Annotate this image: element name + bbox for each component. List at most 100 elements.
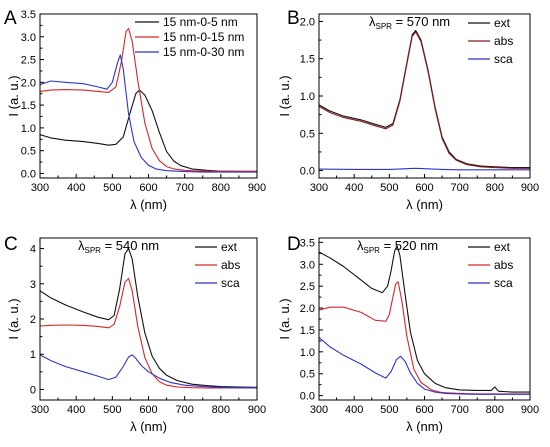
- x-tick-label: 700: [450, 182, 468, 194]
- x-tick-label: 600: [415, 404, 433, 416]
- y-tick-label: 2.5: [300, 281, 315, 293]
- y-tick-label: 0.5: [21, 146, 36, 158]
- y-tick-label: 2.0: [300, 16, 315, 28]
- series-group: [40, 248, 257, 389]
- x-tick-label: 400: [67, 404, 85, 416]
- panel-c: C 300 400 500 600 700 800 900 0 1 2 3 4 λ (nm) I (a. u…: [4, 234, 266, 434]
- series-line-abs: [319, 31, 530, 169]
- series-group: [40, 28, 257, 173]
- series-line-sca: [40, 354, 257, 389]
- y-tick-label: 1.5: [21, 100, 36, 112]
- panel-b: B 300 400 500 600 700 800 900 0.0 0.5 1.0 1.5 2.0 λ (…: [277, 8, 539, 212]
- series-line-ext: [40, 248, 257, 388]
- legend-label: 15 nm-0-5 nm: [163, 15, 238, 29]
- legend-label: sca: [221, 276, 240, 290]
- series-group: [319, 245, 530, 395]
- legend-label: ext: [494, 240, 511, 254]
- y-tick-label: 3.0: [21, 32, 36, 44]
- series-line-15-nm-0-5-nm: [40, 89, 257, 173]
- panel-letter: D: [287, 234, 301, 255]
- panel-a: A 300 400 500 600 700 800 900 0.0 0.5 1.0 1.5 2.0 2.5…: [4, 8, 266, 212]
- y-axis-title: I (a. u.): [277, 75, 292, 116]
- panel-letter: A: [4, 8, 17, 29]
- y-tick-label: 3.0: [300, 259, 315, 271]
- x-tick-label: 600: [415, 182, 433, 194]
- series-line-abs: [40, 277, 257, 389]
- y-tick-label: 0: [30, 384, 36, 396]
- x-tick-label: 900: [521, 404, 539, 416]
- x-tick-label: 400: [67, 182, 85, 194]
- spr-annotation: λSPR = 520 nm: [357, 238, 438, 255]
- legend: ext abs sca: [468, 16, 513, 66]
- y-axis-title: I (a. u.): [6, 298, 21, 339]
- panel-letter: B: [287, 8, 300, 29]
- series-line-15-nm-0-15-nm: [40, 28, 257, 172]
- series-line-sca: [319, 167, 530, 171]
- x-tick-label: 500: [103, 182, 121, 194]
- y-tick-label: 0.5: [300, 128, 315, 140]
- x-tick-label: 300: [310, 182, 328, 194]
- x-tick-label: 300: [31, 404, 49, 416]
- x-tick-label: 800: [212, 182, 230, 194]
- x-tick-label: 700: [450, 404, 468, 416]
- x-tick-label: 600: [139, 404, 157, 416]
- series-line-ext: [319, 29, 530, 169]
- x-tick-label: 700: [175, 182, 193, 194]
- y-tick-label: 3: [30, 279, 36, 291]
- y-tick-label: 4: [30, 244, 36, 256]
- x-tick-label: 600: [139, 182, 157, 194]
- x-axis-title: λ (nm): [130, 197, 167, 212]
- x-tick-label: 900: [521, 182, 539, 194]
- y-tick-label: 2.0: [21, 77, 36, 89]
- y-tick-label: 2: [30, 314, 36, 326]
- legend-label: abs: [221, 258, 240, 272]
- legend-label: sca: [494, 276, 513, 290]
- legend: ext abs sca: [468, 240, 513, 290]
- y-axis-title: I (a. u.): [277, 298, 292, 339]
- x-tick-label: 300: [31, 182, 49, 194]
- series-line-abs: [319, 281, 530, 395]
- y-axis-title: I (a. u.): [6, 75, 21, 116]
- legend-label: ext: [494, 16, 511, 30]
- y-tick-label: 3.5: [21, 9, 36, 21]
- series-group: [319, 29, 530, 171]
- legend-label: ext: [221, 240, 238, 254]
- x-tick-label: 500: [103, 404, 121, 416]
- series-line-ext: [319, 245, 530, 393]
- panel-letter: C: [4, 234, 18, 255]
- y-tick-label: 1.0: [300, 91, 315, 103]
- x-axis-title: λ (nm): [130, 419, 167, 434]
- legend-label: abs: [494, 34, 513, 48]
- x-tick-label: 800: [212, 404, 230, 416]
- x-tick-label: 300: [310, 404, 328, 416]
- x-axis-title: λ (nm): [406, 197, 443, 212]
- y-tick-label: 2.0: [300, 303, 315, 315]
- panel-d: D 300 400 500 600 700 800 900 0.0 0.5 1.0 1.5 2.0 2.5…: [277, 234, 539, 434]
- x-tick-label: 900: [248, 404, 266, 416]
- y-tick-label: 0.0: [300, 166, 315, 178]
- y-tick-label: 0.0: [300, 391, 315, 403]
- x-tick-label: 400: [345, 182, 363, 194]
- y-tick-label: 1.0: [300, 347, 315, 359]
- x-axis-title: λ (nm): [406, 419, 443, 434]
- y-tick-label: 1: [30, 349, 36, 361]
- y-tick-label: 1.0: [21, 123, 36, 135]
- legend-label: abs: [494, 258, 513, 272]
- y-tick-label: 3.5: [300, 237, 315, 249]
- x-tick-label: 700: [175, 404, 193, 416]
- y-tick-label: 0.0: [21, 168, 36, 180]
- legend-label: 15 nm-0-30 nm: [163, 45, 244, 59]
- series-line-sca: [319, 336, 530, 395]
- legend-label: sca: [494, 52, 513, 66]
- x-tick-label: 900: [248, 182, 266, 194]
- y-tick-label: 1.5: [300, 54, 315, 66]
- y-tick-label: 2.5: [21, 55, 36, 67]
- spr-annotation: λSPR = 540 nm: [78, 238, 159, 255]
- legend: ext abs sca: [195, 240, 240, 290]
- x-tick-label: 800: [486, 404, 504, 416]
- series-line-15-nm-0-30-nm: [40, 54, 257, 173]
- x-tick-label: 800: [486, 182, 504, 194]
- x-tick-label: 500: [380, 182, 398, 194]
